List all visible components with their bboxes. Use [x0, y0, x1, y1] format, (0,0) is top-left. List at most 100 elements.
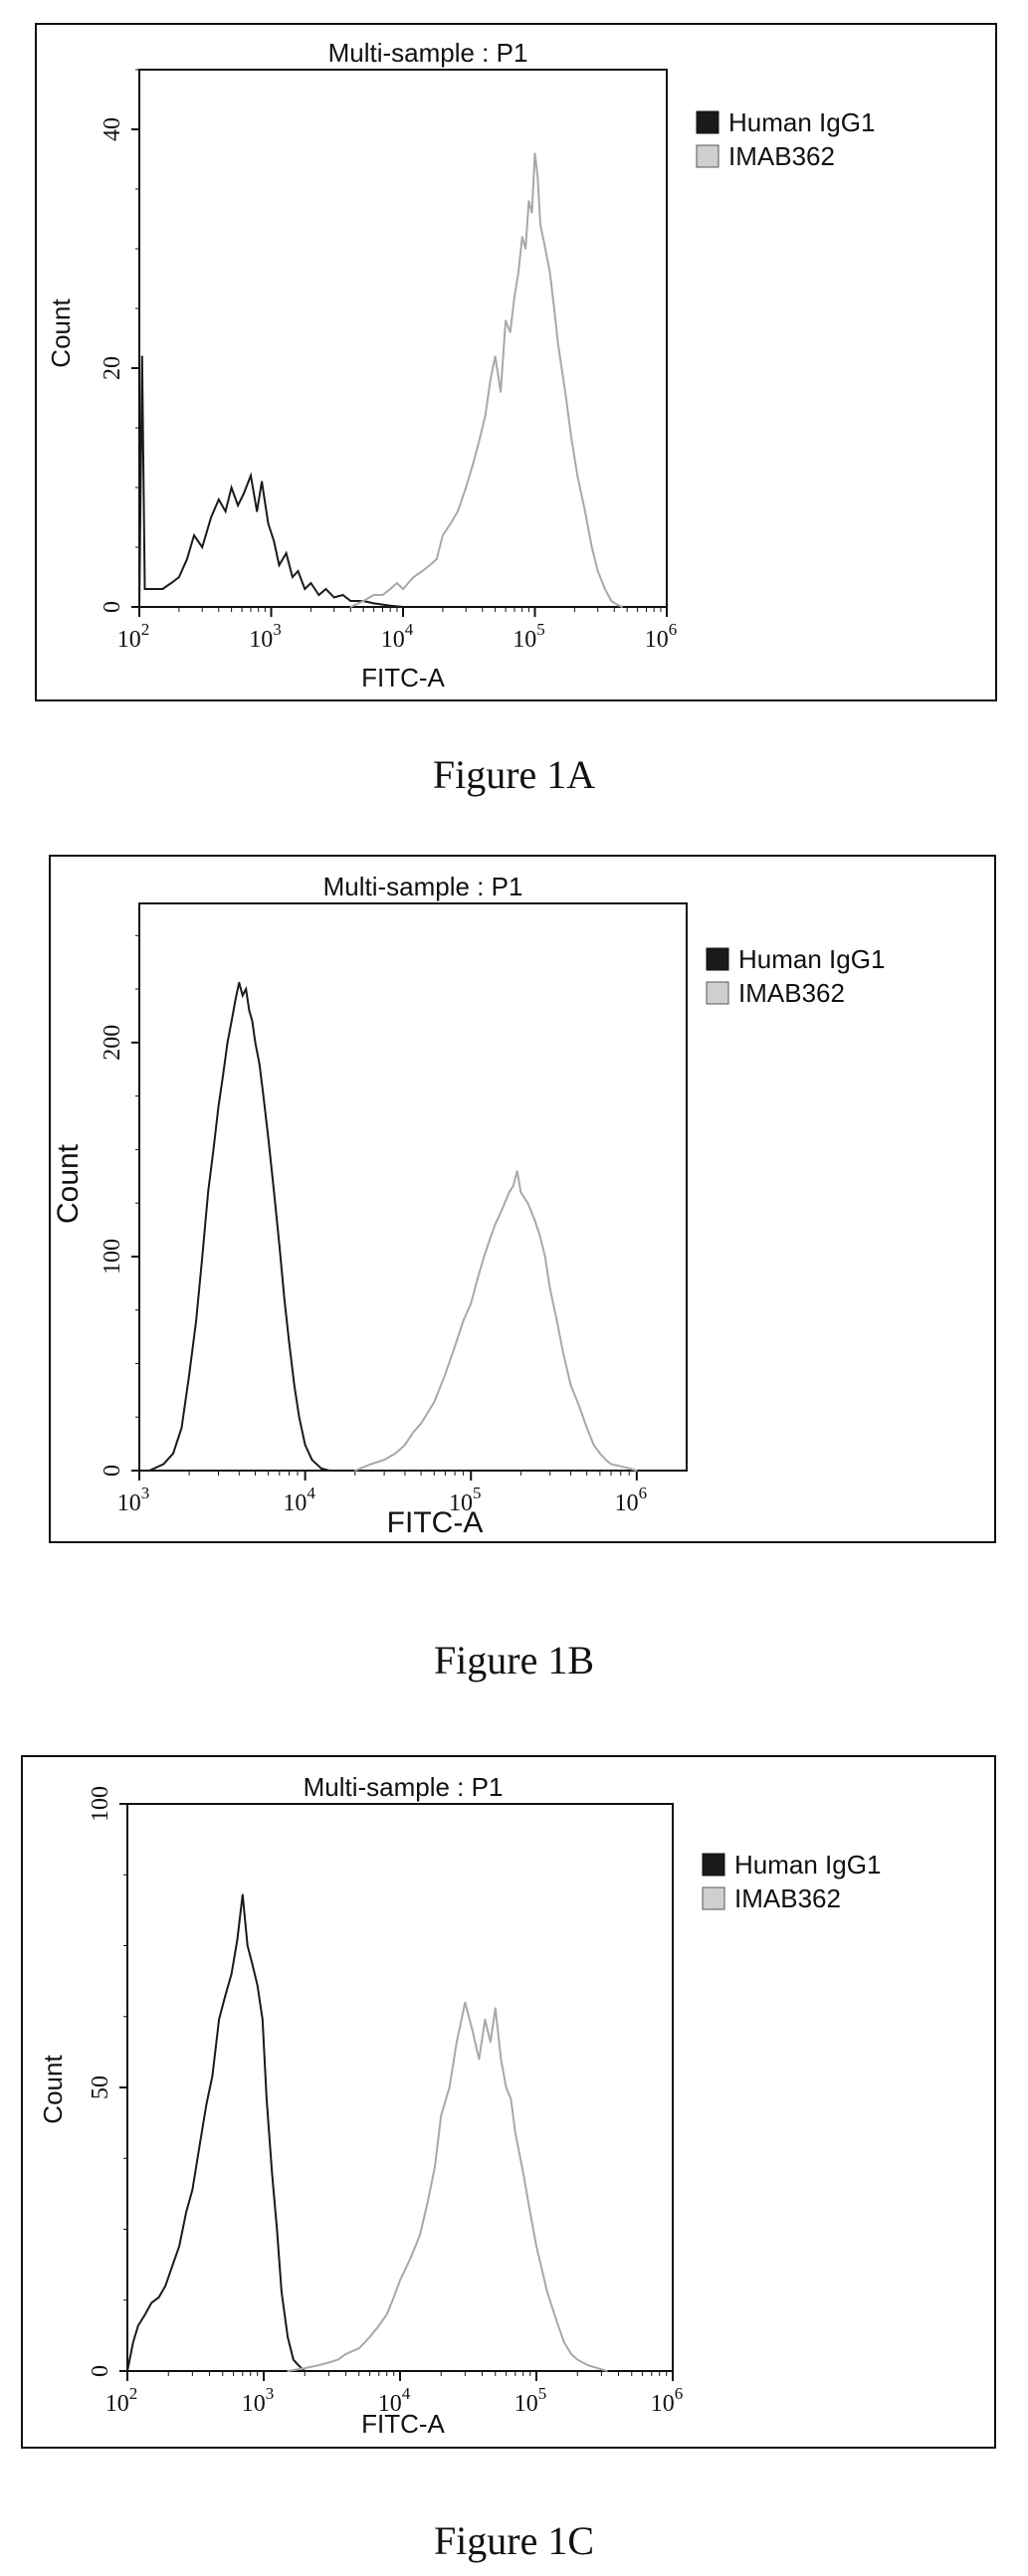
series-line-imab362 [287, 2002, 608, 2372]
data-point-imab362 [533, 152, 536, 154]
series-line-human-igg1 [148, 982, 330, 1472]
series-line-human-igg1 [138, 355, 404, 608]
data-point-imab362 [484, 415, 487, 417]
data-point-human-igg1 [144, 2313, 146, 2315]
x-tick-base: 10 [378, 2391, 402, 2417]
data-point-human-igg1 [148, 1470, 150, 1472]
data-point-imab362 [514, 296, 515, 297]
x-tick-label: 105 [514, 2384, 547, 2417]
data-point-imab362 [508, 1191, 511, 1194]
series-layer [138, 152, 624, 608]
figure-frame [49, 855, 996, 1543]
data-point-human-igg1 [230, 487, 233, 489]
legend-swatch-human-igg1 [702, 1853, 725, 1877]
data-point-imab362 [490, 379, 492, 381]
data-point-imab362 [509, 331, 512, 333]
x-tick-label: 104 [283, 1484, 315, 1516]
data-point-imab362 [592, 1444, 595, 1446]
data-point-imab362 [484, 2018, 487, 2021]
data-point-imab362 [410, 2257, 412, 2259]
chart-title: Multi-sample : P1 [304, 1772, 504, 1802]
data-point-imab362 [429, 564, 431, 566]
data-point-imab362 [604, 588, 606, 590]
data-point-human-igg1 [201, 546, 203, 548]
data-point-human-igg1 [170, 582, 172, 584]
x-tick-label: 104 [378, 2384, 411, 2417]
data-point-human-igg1 [281, 2290, 283, 2292]
legend-swatch-imab362 [696, 144, 720, 168]
data-point-imab362 [539, 224, 541, 226]
data-point-human-igg1 [304, 2370, 307, 2372]
data-point-imab362 [370, 1463, 372, 1466]
data-point-imab362 [590, 546, 593, 548]
data-point-human-igg1 [161, 588, 164, 590]
x-tick-label: 105 [513, 620, 545, 653]
data-point-imab362 [563, 2341, 565, 2344]
x-tick-label: 103 [242, 2384, 275, 2417]
figure-caption-1a: Figure 1A [432, 752, 596, 797]
data-point-imab362 [368, 2336, 371, 2338]
data-point-imab362 [385, 2313, 388, 2315]
data-point-imab362 [479, 439, 481, 441]
x-tick-exponent: 3 [141, 1484, 150, 1502]
data-point-human-igg1 [285, 552, 288, 554]
legend-swatch-imab362 [702, 1886, 725, 1910]
x-tick-base: 10 [645, 627, 669, 653]
x-tick-label: 104 [381, 620, 414, 653]
series-line-imab362 [354, 1170, 638, 1472]
data-point-human-igg1 [251, 1961, 253, 1964]
data-point-human-igg1 [180, 1427, 183, 1429]
data-point-human-igg1 [317, 594, 320, 596]
y-axis-ticks: 0 100 200 [100, 934, 139, 1477]
data-point-imab362 [596, 570, 599, 572]
data-point-human-igg1 [143, 588, 146, 590]
y-tick-label: 0 [88, 2365, 113, 2377]
data-point-imab362 [442, 534, 444, 536]
x-tick-base: 10 [242, 2391, 266, 2417]
data-point-imab362 [490, 2041, 492, 2044]
data-point-human-igg1 [199, 2143, 201, 2145]
data-point-human-igg1 [242, 994, 244, 997]
data-point-human-igg1 [193, 534, 195, 536]
data-point-human-igg1 [226, 1042, 229, 1044]
data-point-imab362 [336, 2358, 339, 2361]
data-point-human-igg1 [157, 2296, 160, 2298]
data-point-human-igg1 [271, 2171, 274, 2174]
data-point-imab362 [394, 1453, 397, 1455]
data-point-imab362 [478, 2058, 481, 2061]
x-tick-exponent: 6 [669, 620, 678, 639]
data-point-imab362 [412, 1431, 415, 1434]
data-point-human-igg1 [278, 564, 281, 566]
data-point-human-igg1 [389, 605, 392, 607]
data-point-human-igg1 [309, 582, 312, 584]
data-point-imab362 [535, 2245, 537, 2248]
y-tick-label: 0 [100, 1465, 125, 1477]
data-point-imab362 [494, 1223, 497, 1226]
data-point-human-igg1 [266, 2097, 268, 2100]
legend-label-imab362: IMAB362 [738, 978, 845, 1008]
data-point-imab362 [526, 1202, 529, 1204]
data-point-human-igg1 [288, 1341, 291, 1343]
data-point-human-igg1 [267, 522, 270, 524]
data-point-imab362 [378, 2324, 380, 2327]
data-point-imab362 [606, 2370, 608, 2372]
data-point-human-igg1 [211, 2075, 214, 2078]
data-point-imab362 [412, 576, 415, 578]
data-point-human-igg1 [293, 2358, 295, 2361]
x-tick-label: 106 [651, 2384, 684, 2417]
data-point-imab362 [584, 510, 586, 512]
data-point-imab362 [381, 594, 384, 596]
data-point-imab362 [433, 1401, 436, 1403]
legend-label-imab362: IMAB362 [728, 141, 835, 171]
data-point-human-igg1 [250, 475, 252, 477]
x-tick-base: 10 [283, 1490, 307, 1516]
data-point-human-igg1 [279, 1245, 281, 1247]
data-point-human-igg1 [178, 576, 180, 578]
data-point-human-igg1 [207, 1191, 209, 1194]
data-point-imab362 [576, 475, 578, 477]
legend: Human IgG1 IMAB362 [702, 1850, 881, 1913]
data-point-imab362 [327, 2361, 330, 2364]
data-point-imab362 [505, 319, 507, 321]
data-point-human-igg1 [217, 1105, 220, 1108]
data-point-human-igg1 [276, 2228, 279, 2231]
